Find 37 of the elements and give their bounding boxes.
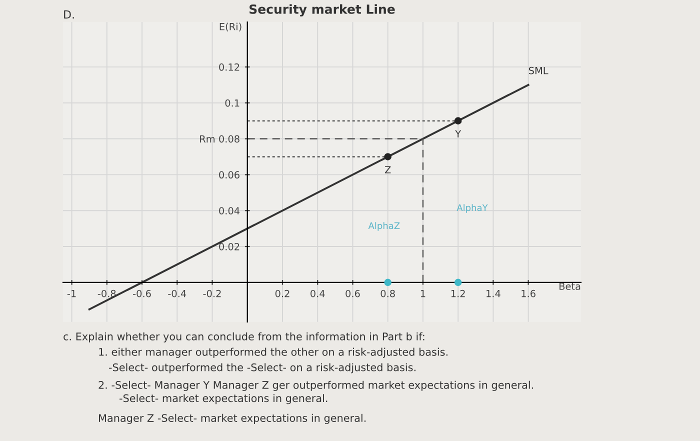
x-tick-label: -1: [67, 290, 76, 298]
annotation: AlphaY: [456, 204, 488, 213]
series-label: SML: [528, 66, 548, 74]
y-tick-label: Rm 0.08: [200, 135, 240, 143]
annotation: AlphaZ: [368, 222, 400, 231]
x-tick-label: -0.4: [168, 290, 186, 298]
text: 1. either manager outperformed the other on a risk-adjusted basis.: [99, 348, 448, 358]
x-tick-label: 1: [420, 290, 426, 298]
x-tick-label: -0.2: [203, 290, 221, 298]
x-tick-label: -0.6: [133, 290, 151, 298]
text: -Select- outperformed the -Select- on a risk-adjusted basis.: [109, 363, 416, 374]
point: [384, 153, 392, 160]
y-tick-label: 0.06: [219, 171, 240, 179]
y-axis-title: E(Ri): [220, 22, 242, 32]
y-tick-label: 0.1: [225, 99, 240, 107]
annotation: Y: [455, 130, 462, 138]
text: c. Explain whether you can conclude from the information in Part b if:: [64, 332, 424, 342]
x-tick-label: 1.2: [451, 290, 465, 298]
text: Manager Z -Select- market expectations in general.: [99, 414, 366, 424]
annotation: Z: [384, 166, 391, 174]
x-tick-label: 0.2: [275, 290, 290, 298]
x-tick-label: 0.6: [346, 290, 360, 298]
y-tick-label: 0.02: [219, 242, 240, 250]
text: -Select- market expectations in general.: [120, 394, 328, 404]
x-axis-title: Beta: [560, 282, 580, 290]
y-tick-label: 0.12: [219, 63, 240, 71]
x-tick-label: 1.6: [522, 290, 536, 298]
text: D.: [64, 10, 74, 18]
chart-title: Security market Line: [250, 4, 395, 16]
point: [384, 278, 392, 286]
x-tick-label: 0.8: [380, 290, 395, 298]
text: 2. -Select- Manager Y Manager Z ger outperformed market expectations in general.: [98, 380, 534, 391]
point: [454, 117, 462, 124]
x-tick-label: 0.4: [310, 290, 325, 298]
y-tick-label: 0.04: [219, 207, 240, 214]
x-tick-label: 1.4: [486, 290, 500, 298]
point: [454, 278, 462, 286]
